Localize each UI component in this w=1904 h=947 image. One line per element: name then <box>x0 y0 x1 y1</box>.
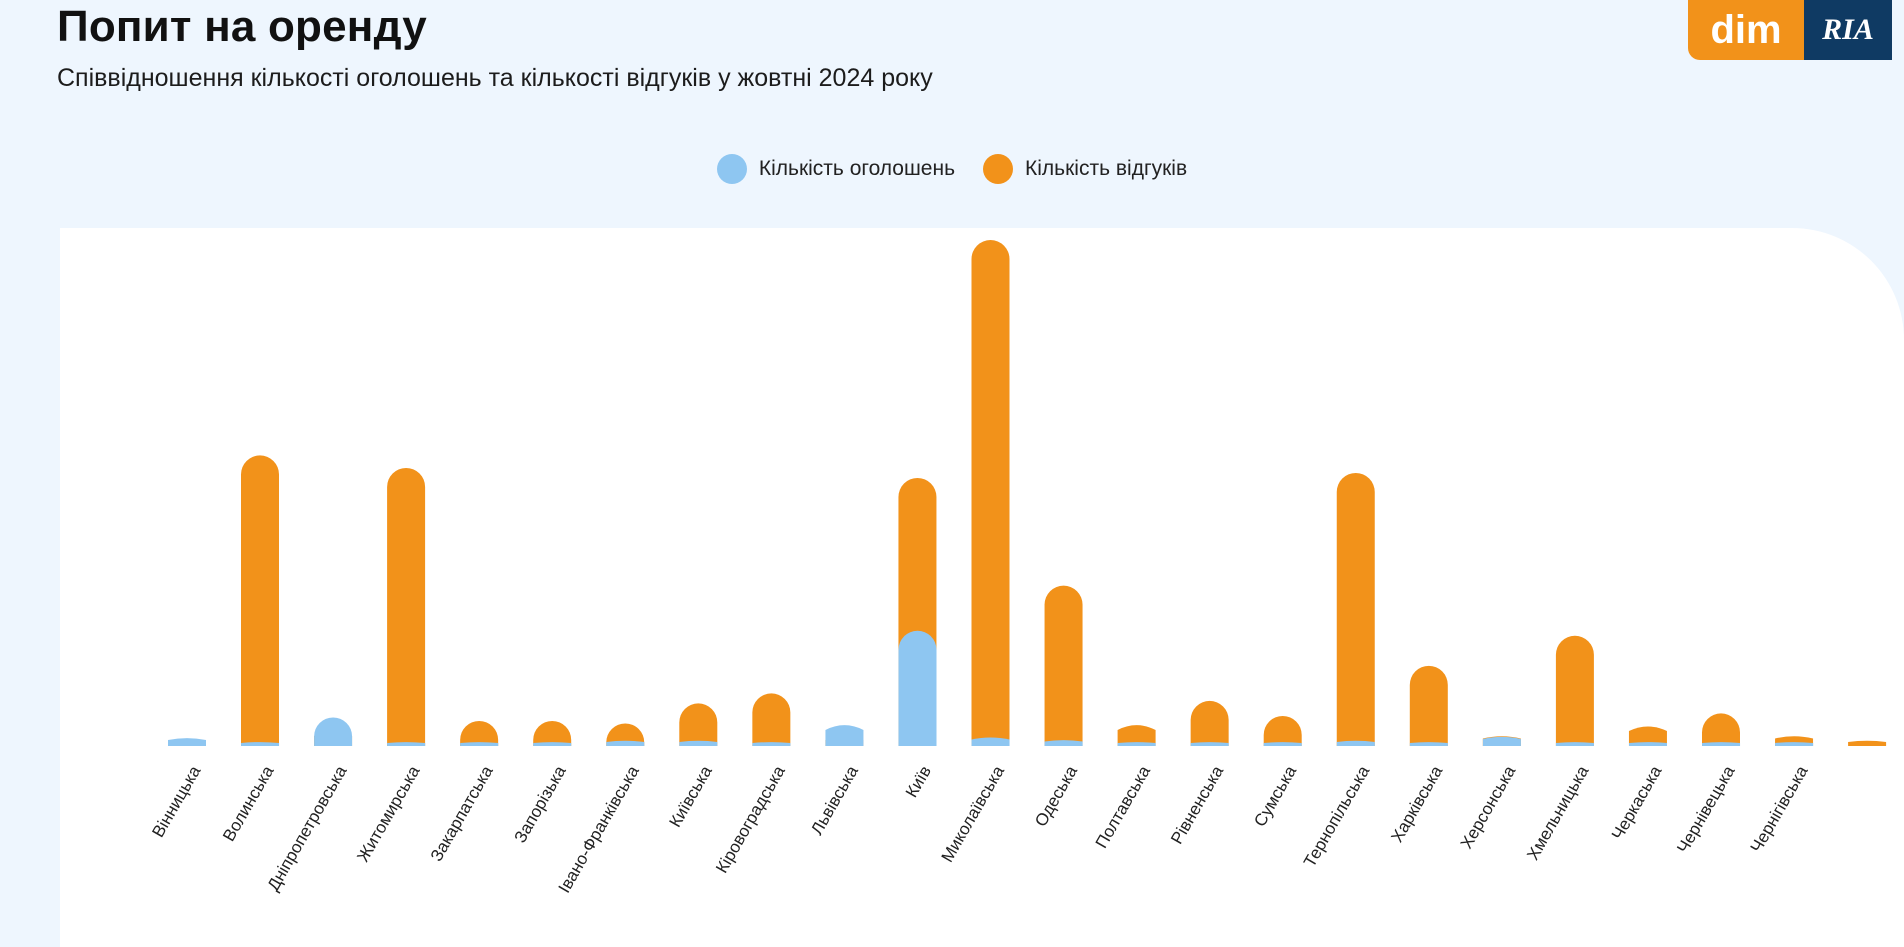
x-tick-label: Івано-Франківська <box>555 762 643 896</box>
bar-listings-11 <box>971 737 1010 746</box>
bar-listings-8 <box>752 742 791 746</box>
legend-label-listings: Кількість оголошень <box>758 157 956 180</box>
x-tick-label: Чернівецька <box>1673 762 1739 856</box>
x-tick-label: Рівненська <box>1167 762 1227 847</box>
bar-responses-20 <box>1702 713 1740 746</box>
x-tick-label: Закарпатська <box>427 762 497 865</box>
bar-listings-2 <box>314 717 353 746</box>
bar-responses-18 <box>1555 635 1594 746</box>
chart-legend: Кількість оголошень Кількість відгуків <box>0 154 1904 184</box>
bar-listings-20 <box>1629 742 1667 746</box>
bar-responses-16 <box>1409 665 1448 746</box>
x-tick-label: Вінницька <box>148 762 204 841</box>
bar-listings-1 <box>241 742 280 746</box>
x-tick-label: Харківська <box>1387 762 1446 846</box>
bar-responses-7 <box>752 693 791 746</box>
bar-listings-5 <box>533 742 572 746</box>
bar-responses-10 <box>971 240 1010 747</box>
bar-responses-13 <box>1190 700 1229 746</box>
x-tick-label: Кіровоградська <box>712 762 789 876</box>
bar-listings-14 <box>1190 742 1229 746</box>
x-tick-label: Житомирська <box>353 762 423 865</box>
bar-listings-12 <box>1044 740 1083 746</box>
bar-listings-10 <box>898 630 937 746</box>
x-tick-label: Херсонська <box>1457 762 1520 852</box>
bar-responses-4 <box>533 720 572 746</box>
legend-item-responses: Кількість відгуків <box>983 154 1187 184</box>
bar-listings-15 <box>1263 742 1302 746</box>
bar-responses-5 <box>606 723 645 746</box>
bar-listings-9 <box>825 725 864 746</box>
bar-responses-11 <box>1044 585 1083 746</box>
bar-responses-22 <box>1848 740 1887 746</box>
bar-listings-0 <box>168 738 206 746</box>
legend-item-listings: Кількість оголошень <box>716 154 956 184</box>
dim-logo: dim <box>1688 0 1804 60</box>
bar-listings-19 <box>1555 742 1594 746</box>
x-tick-label: Черкаська <box>1608 762 1666 843</box>
legend-swatch-listings <box>716 154 747 184</box>
x-tick-label: Полтавська <box>1092 762 1155 851</box>
bar-listings-6 <box>606 740 645 746</box>
bar-responses-3 <box>460 720 499 746</box>
bar-responses-15 <box>1336 472 1375 746</box>
x-tick-label: Миколаївська <box>938 762 1009 865</box>
x-tick-label: Волинська <box>219 762 278 845</box>
bar-responses-6 <box>679 703 718 746</box>
x-tick-label: Чернігівська <box>1747 762 1812 856</box>
bar-listings-18 <box>1482 736 1521 746</box>
x-tick-label: Сумська <box>1250 762 1300 830</box>
bar-listings-21 <box>1702 742 1741 746</box>
x-tick-label: Запорізька <box>510 762 569 846</box>
bar-responses-12 <box>1117 725 1156 746</box>
page-title: Попит на оренду <box>57 2 427 51</box>
bar-listings-13 <box>1117 742 1156 746</box>
bar-responses-14 <box>1263 715 1302 746</box>
bar-listings-17 <box>1409 742 1448 746</box>
bar-listings-3 <box>387 742 426 746</box>
legend-swatch-responses <box>983 154 1014 184</box>
x-tick-label: Дніпропетровська <box>264 762 351 894</box>
bar-listings-7 <box>679 740 718 746</box>
page-subtitle: Співвідношення кількості оголошень та кі… <box>57 64 933 92</box>
bar-listings-22 <box>1775 742 1814 746</box>
x-tick-label: Одеська <box>1031 762 1081 830</box>
bar-listings-4 <box>460 742 499 746</box>
bar-responses-19 <box>1628 726 1667 746</box>
x-tick-label: Київ <box>902 763 935 801</box>
x-tick-label: Київська <box>666 762 717 831</box>
x-tick-label: Львівська <box>807 762 862 838</box>
x-tick-label: Тернопільська <box>1300 762 1374 870</box>
legend-label-responses: Кількість відгуків <box>1025 157 1188 180</box>
dim-ria-logo: dim RIA <box>1688 0 1892 60</box>
x-tick-label: Хмельницька <box>1523 762 1592 863</box>
ria-logo: RIA <box>1804 0 1892 60</box>
bar-listings-16 <box>1336 740 1375 746</box>
bar-responses-0 <box>241 455 279 746</box>
bar-responses-2 <box>387 467 426 746</box>
